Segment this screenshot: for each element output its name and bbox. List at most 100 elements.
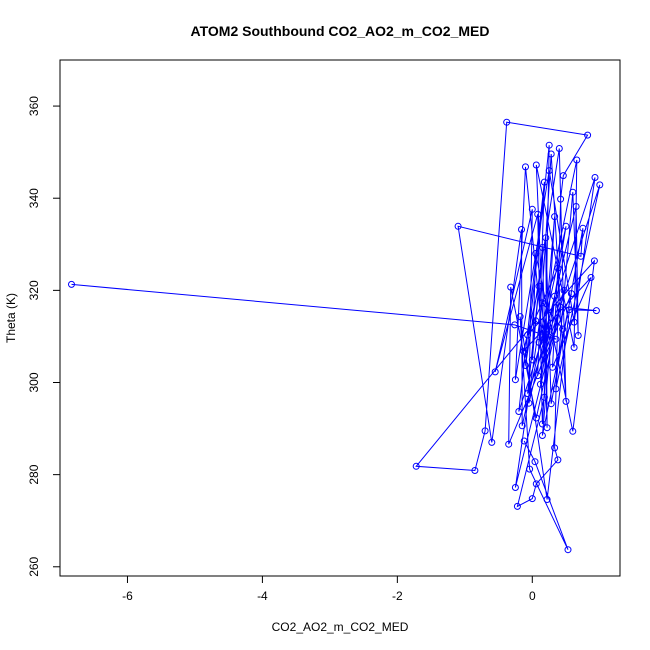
x-tick-label: -6 xyxy=(122,589,133,603)
data-point xyxy=(591,174,599,181)
data-point xyxy=(471,467,479,474)
data-point xyxy=(488,438,496,446)
data-point xyxy=(590,257,598,265)
data-point xyxy=(520,347,527,355)
data-point xyxy=(412,462,420,470)
data-point xyxy=(545,167,553,175)
data-point xyxy=(515,408,523,415)
data-point xyxy=(564,546,572,554)
data-point xyxy=(481,427,489,435)
data-point xyxy=(524,390,532,398)
data-point xyxy=(525,399,533,407)
y-tick-label: 360 xyxy=(27,96,41,116)
data-point xyxy=(528,495,536,503)
data-point xyxy=(535,282,543,290)
data-point xyxy=(507,283,515,291)
data-point xyxy=(596,181,604,189)
data-point xyxy=(552,335,560,343)
data-point xyxy=(584,131,592,139)
data-point xyxy=(534,210,542,218)
data-point xyxy=(559,172,567,180)
y-axis: 260 280 300 320 340 360 xyxy=(27,96,61,577)
data-point xyxy=(528,205,536,213)
data-point xyxy=(513,502,521,510)
data-point xyxy=(545,141,553,149)
data-point xyxy=(562,397,570,405)
data-point xyxy=(569,188,577,196)
data-point xyxy=(569,427,577,435)
data-point xyxy=(565,306,573,314)
data-point xyxy=(562,222,570,230)
data-point xyxy=(551,213,559,221)
data-point xyxy=(543,424,551,432)
data-point xyxy=(454,222,462,230)
data-point xyxy=(556,303,564,311)
data-point xyxy=(522,163,529,171)
data-point xyxy=(538,299,546,307)
series-markers xyxy=(68,118,604,554)
data-point xyxy=(549,363,556,371)
series-line xyxy=(71,121,601,550)
data-point xyxy=(526,465,534,473)
data-point xyxy=(524,331,532,339)
data-point xyxy=(570,344,578,351)
y-tick-label: 260 xyxy=(27,556,41,576)
data-point xyxy=(531,458,539,466)
data-point xyxy=(532,161,540,169)
y-tick-label: 300 xyxy=(27,372,41,392)
data-point xyxy=(542,234,550,242)
data-point xyxy=(574,332,582,339)
x-axis: -6 -4 -2 0 xyxy=(122,575,536,603)
data-point xyxy=(587,274,595,281)
data-point xyxy=(511,484,519,491)
data-point xyxy=(547,400,555,408)
y-axis-label: Theta (K) xyxy=(4,293,18,343)
data-point xyxy=(516,313,524,321)
data-point xyxy=(535,338,543,346)
data-point xyxy=(511,376,519,384)
data-point xyxy=(557,195,565,203)
x-tick-label: 0 xyxy=(529,589,536,603)
y-tick-label: 320 xyxy=(27,280,41,300)
data-point xyxy=(547,150,555,158)
data-point xyxy=(518,226,525,233)
x-axis-label: CO2_AO2_m_CO2_MED xyxy=(272,620,409,634)
data-point xyxy=(554,264,562,272)
data-point xyxy=(559,325,567,333)
data-point xyxy=(555,145,563,152)
data-point xyxy=(551,444,559,452)
data-point xyxy=(540,393,548,401)
data-point xyxy=(540,352,548,360)
data-point xyxy=(567,290,575,298)
data-point xyxy=(538,420,546,428)
data-point xyxy=(538,432,546,439)
data-point xyxy=(528,356,536,364)
data-point xyxy=(573,156,581,164)
data-point xyxy=(518,422,526,430)
data-point xyxy=(532,414,540,422)
data-point xyxy=(522,362,529,369)
data-point xyxy=(534,372,542,380)
data-point xyxy=(552,385,560,393)
y-tick-label: 280 xyxy=(27,464,41,484)
data-point xyxy=(532,480,540,488)
data-point xyxy=(505,440,513,448)
data-point xyxy=(540,178,548,186)
data-point xyxy=(532,250,540,257)
data-point xyxy=(551,292,559,300)
data-point xyxy=(554,456,562,464)
data-point xyxy=(532,317,540,325)
y-tick-label: 340 xyxy=(27,188,41,208)
data-point xyxy=(577,252,585,260)
data-point xyxy=(536,380,544,388)
data-point xyxy=(592,307,600,315)
data-point xyxy=(520,437,528,445)
data-point xyxy=(538,244,546,251)
data-point xyxy=(511,321,519,329)
data-point xyxy=(570,318,578,326)
data-point xyxy=(543,496,551,503)
data-point xyxy=(560,286,568,294)
x-tick-label: -2 xyxy=(392,589,403,603)
data-point xyxy=(491,368,499,376)
